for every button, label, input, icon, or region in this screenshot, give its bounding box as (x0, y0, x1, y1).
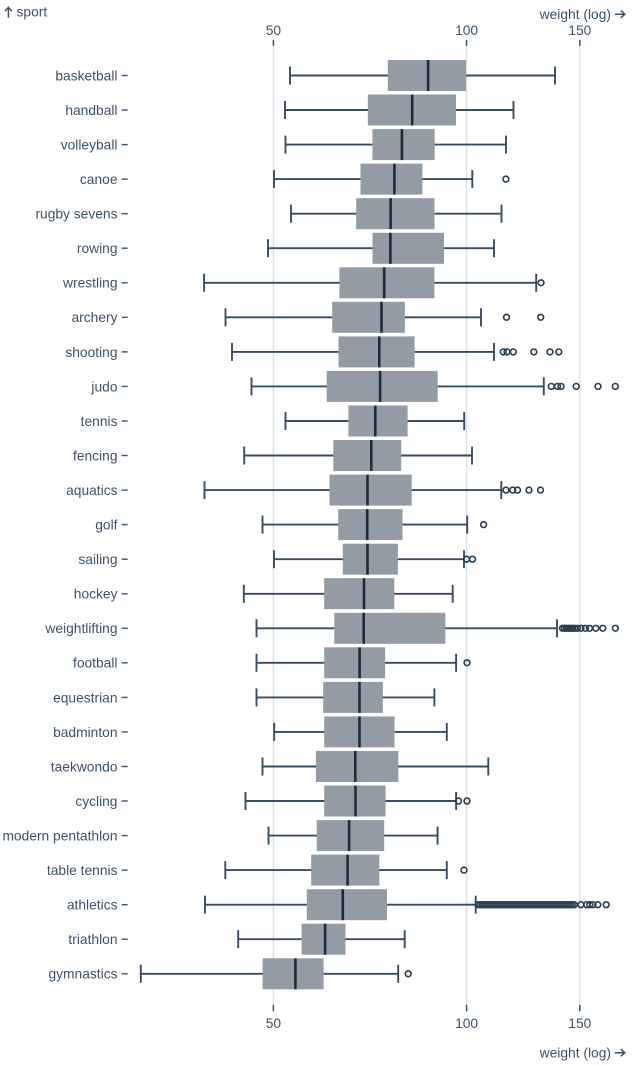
svg-text:150: 150 (568, 1016, 591, 1031)
svg-text:basketball: basketball (55, 68, 117, 83)
svg-text:gymnastics: gymnastics (48, 967, 117, 982)
svg-text:hockey: hockey (74, 587, 118, 602)
svg-text:fencing: fencing (73, 448, 118, 463)
svg-text:shooting: shooting (65, 345, 117, 360)
svg-text:golf: golf (95, 518, 117, 533)
svg-text:handball: handball (65, 103, 117, 118)
svg-text:badminton: badminton (53, 725, 117, 740)
svg-text:modern pentathlon: modern pentathlon (2, 829, 117, 844)
svg-text:judo: judo (90, 379, 117, 394)
svg-text:weight (log): weight (log) (539, 1045, 611, 1060)
svg-text:sport: sport (17, 5, 48, 20)
svg-text:tennis: tennis (81, 414, 118, 429)
svg-text:triathlon: triathlon (68, 932, 117, 947)
svg-text:100: 100 (455, 1016, 478, 1031)
svg-text:rugby sevens: rugby sevens (35, 207, 117, 222)
svg-text:volleyball: volleyball (61, 138, 118, 153)
svg-text:100: 100 (455, 23, 478, 38)
svg-text:taekwondo: taekwondo (51, 759, 118, 774)
svg-text:football: football (73, 656, 118, 671)
svg-text:table tennis: table tennis (47, 863, 118, 878)
svg-text:50: 50 (266, 1016, 282, 1031)
svg-text:archery: archery (71, 310, 117, 325)
svg-text:aquatics: aquatics (66, 483, 117, 498)
svg-text:cycling: cycling (75, 794, 117, 809)
svg-text:weight (log): weight (log) (539, 7, 611, 22)
svg-text:rowing: rowing (77, 241, 118, 256)
svg-text:weightlifting: weightlifting (44, 621, 117, 636)
svg-text:150: 150 (568, 23, 591, 38)
svg-text:canoe: canoe (80, 172, 118, 187)
svg-text:equestrian: equestrian (53, 690, 117, 705)
svg-text:wrestling: wrestling (62, 276, 117, 291)
svg-text:50: 50 (266, 23, 282, 38)
svg-text:athletics: athletics (67, 898, 118, 913)
svg-text:sailing: sailing (78, 552, 117, 567)
